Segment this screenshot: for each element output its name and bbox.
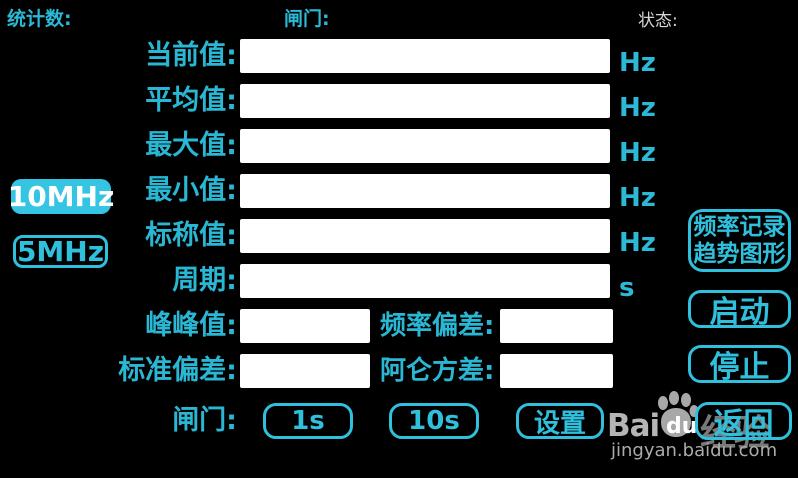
freq-deviation-label: 频率偏差: [380, 311, 495, 341]
baidu-paw-icon [653, 390, 699, 443]
back-button[interactable]: 返回 [695, 402, 792, 442]
max-value-label: 最大值: [145, 130, 237, 161]
freq-10mhz-button[interactable]: 10MHz [7, 179, 115, 214]
status-label: 状态: [638, 11, 678, 31]
std-deviation-display [240, 354, 370, 388]
row-current: 当前值: Hz [110, 39, 656, 78]
gate-10s-button[interactable]: 10s [389, 403, 479, 439]
measurement-form: 当前值: Hz 平均值: Hz 最大值: Hz 最小值: Hz 标称值: Hz … [110, 39, 656, 399]
period-unit: s [619, 273, 635, 303]
row-stddev-allan: 标准偏差: 阿仑方差: [110, 354, 655, 388]
min-value-display [240, 174, 610, 208]
row-max: 最大值: Hz [110, 129, 656, 168]
start-button[interactable]: 启动 [688, 290, 791, 330]
nominal-value-unit: Hz [619, 228, 656, 258]
allan-variance-label: 阿仑方差: [380, 356, 495, 386]
frequency-trend-line1: 频率记录 [693, 213, 786, 240]
peak-peak-display [240, 309, 370, 343]
average-value-label: 平均值: [145, 85, 237, 116]
average-value-display [240, 84, 610, 118]
frequency-trend-line2: 趋势图形 [693, 240, 786, 267]
row-period: 周期: s [110, 264, 655, 303]
nominal-value-display [240, 219, 610, 253]
row-min: 最小值: Hz [110, 174, 656, 213]
average-value-unit: Hz [619, 93, 656, 123]
gate-header-label: 闸门: [284, 8, 330, 30]
row-peakpeak-freqdev: 峰峰值: 频率偏差: [110, 309, 655, 343]
min-value-unit: Hz [619, 183, 656, 213]
gate-controls: 闸门: 1s 10s 设置 [110, 402, 610, 440]
baidu-logo-du-text: du [666, 414, 698, 439]
max-value-unit: Hz [619, 138, 656, 168]
stop-button[interactable]: 停止 [688, 345, 791, 385]
gate-settings-button[interactable]: 设置 [516, 403, 604, 439]
gate-1s-button[interactable]: 1s [263, 403, 353, 439]
freq-deviation-display [500, 309, 613, 343]
min-value-label: 最小值: [145, 175, 237, 206]
period-label: 周期: [172, 265, 237, 296]
std-deviation-label: 标准偏差: [118, 355, 237, 386]
gate-label: 闸门: [172, 405, 237, 436]
current-value-label: 当前值: [145, 40, 237, 71]
stats-count-label: 统计数: [7, 8, 72, 30]
current-value-unit: Hz [619, 48, 656, 78]
freq-5mhz-button[interactable]: 5MHz [13, 235, 108, 268]
row-nominal: 标称值: Hz [110, 219, 656, 258]
current-value-display [240, 39, 610, 73]
jingyan-logo-text: 经验 [700, 413, 770, 454]
max-value-display [240, 129, 610, 163]
jingyan-url-text: jingyan.baidu.com [611, 440, 778, 461]
period-display [240, 264, 610, 298]
allan-variance-display [500, 354, 613, 388]
baidu-logo-text: Bai [607, 408, 660, 444]
nominal-value-label: 标称值: [145, 220, 237, 251]
frequency-trend-button[interactable]: 频率记录 趋势图形 [688, 209, 791, 272]
peak-peak-label: 峰峰值: [145, 310, 237, 341]
row-average: 平均值: Hz [110, 84, 656, 123]
